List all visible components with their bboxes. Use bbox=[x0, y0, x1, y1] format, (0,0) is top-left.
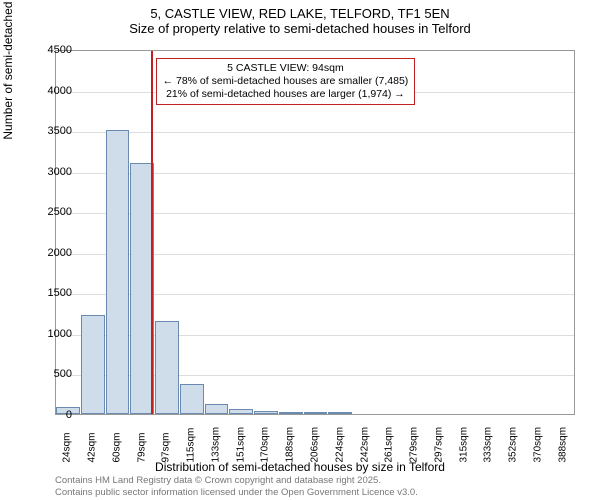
y-tick-label: 1000 bbox=[32, 328, 72, 340]
x-tick-label: 24sqm bbox=[62, 423, 73, 463]
x-tick-label: 170sqm bbox=[260, 423, 271, 463]
x-tick-label: 333sqm bbox=[483, 423, 494, 463]
annotation-line2: ← 78% of semi-detached houses are smalle… bbox=[163, 75, 409, 88]
annotation-box: 5 CASTLE VIEW: 94sqm← 78% of semi-detach… bbox=[156, 58, 416, 105]
x-tick-label: 151sqm bbox=[235, 423, 246, 463]
annotation-line3: 21% of semi-detached houses are larger (… bbox=[163, 88, 409, 101]
x-tick-label: 79sqm bbox=[136, 423, 147, 463]
histogram-bar bbox=[106, 130, 130, 414]
title-line1: 5, CASTLE VIEW, RED LAKE, TELFORD, TF1 5… bbox=[0, 6, 600, 21]
histogram-bar bbox=[155, 321, 179, 414]
x-tick-label: 242sqm bbox=[359, 423, 370, 463]
marker-line bbox=[151, 51, 153, 414]
y-axis-title: Number of semi-detached properties bbox=[1, 0, 15, 140]
x-tick-label: 42sqm bbox=[87, 423, 98, 463]
x-tick-label: 60sqm bbox=[111, 423, 122, 463]
footer-line1: Contains HM Land Registry data © Crown c… bbox=[55, 475, 418, 486]
histogram-bar bbox=[81, 315, 105, 414]
footer-text: Contains HM Land Registry data © Crown c… bbox=[55, 475, 418, 498]
footer-line2: Contains public sector information licen… bbox=[55, 487, 418, 498]
x-tick-label: 224sqm bbox=[334, 423, 345, 463]
y-tick-label: 4000 bbox=[32, 85, 72, 97]
histogram-bar bbox=[304, 412, 328, 414]
title-line2: Size of property relative to semi-detach… bbox=[0, 21, 600, 36]
title-block: 5, CASTLE VIEW, RED LAKE, TELFORD, TF1 5… bbox=[0, 0, 600, 36]
y-tick-label: 2500 bbox=[32, 206, 72, 218]
x-tick-label: 315sqm bbox=[458, 423, 469, 463]
histogram-bar bbox=[328, 412, 352, 414]
annotation-line1: 5 CASTLE VIEW: 94sqm bbox=[163, 62, 409, 75]
histogram-bar bbox=[180, 384, 204, 414]
x-tick-label: 97sqm bbox=[161, 423, 172, 463]
x-tick-label: 261sqm bbox=[384, 423, 395, 463]
x-tick-label: 279sqm bbox=[409, 423, 420, 463]
histogram-bar bbox=[279, 412, 303, 414]
x-tick-label: 352sqm bbox=[508, 423, 519, 463]
histogram-bar bbox=[229, 409, 253, 414]
histogram-bar bbox=[205, 404, 229, 414]
y-tick-label: 500 bbox=[32, 368, 72, 380]
x-tick-label: 133sqm bbox=[210, 423, 221, 463]
y-tick-label: 0 bbox=[32, 409, 72, 421]
y-tick-label: 1500 bbox=[32, 287, 72, 299]
y-gridline bbox=[56, 132, 574, 133]
y-tick-label: 3500 bbox=[32, 125, 72, 137]
x-tick-label: 206sqm bbox=[310, 423, 321, 463]
x-tick-label: 370sqm bbox=[532, 423, 543, 463]
x-tick-label: 115sqm bbox=[186, 423, 197, 463]
y-tick-label: 3000 bbox=[32, 166, 72, 178]
histogram-bar bbox=[254, 411, 278, 414]
y-tick-label: 2000 bbox=[32, 247, 72, 259]
x-tick-label: 388sqm bbox=[557, 423, 568, 463]
y-tick-label: 4500 bbox=[32, 44, 72, 56]
x-tick-label: 297sqm bbox=[433, 423, 444, 463]
x-tick-label: 188sqm bbox=[285, 423, 296, 463]
